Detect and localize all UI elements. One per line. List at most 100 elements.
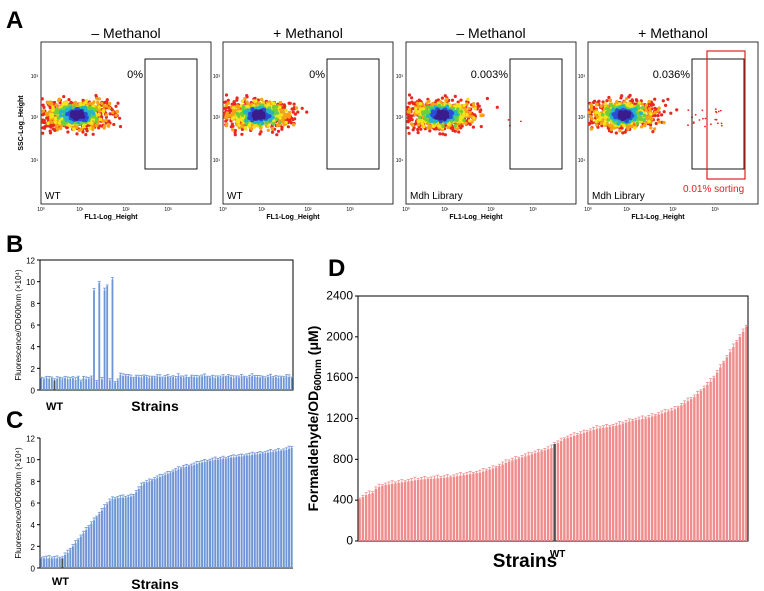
flow-cell-dot: [118, 125, 123, 129]
y-tick-label: 10²: [396, 115, 404, 121]
flow-cell-dot: [226, 101, 230, 105]
flow-cell-dot: [245, 94, 249, 98]
flow-cell-dot: [431, 124, 436, 129]
flow-cell-dot: [273, 108, 278, 113]
flow-cell-dot: [437, 124, 441, 128]
flow-cell-dot: [418, 101, 422, 106]
flow-cell-dot: [103, 100, 107, 105]
flow-cell-dot: [445, 97, 449, 102]
flow-cell-dot: [98, 124, 102, 128]
flow-cell-dot: [104, 115, 108, 119]
flow-cell-dot: [407, 107, 412, 112]
flow-cell-dot: [115, 109, 120, 114]
flow-cell-dot: [224, 115, 228, 119]
flow-cell-dot: [63, 105, 67, 110]
flow-cell-dot: [457, 130, 461, 134]
flow-cell-dot: [230, 117, 234, 121]
flow-cell-dot: [59, 113, 63, 118]
flow-cell-dot: [55, 127, 60, 131]
flow-cell-dot: [41, 109, 45, 113]
flow-cell-dot: [462, 103, 466, 108]
flow-cell-dot: [77, 115, 82, 119]
flow-cell-dot: [232, 106, 236, 110]
flow-cell-dot: [276, 129, 281, 133]
flow-cell-dot: [237, 118, 241, 122]
flow-cell-dot: [279, 113, 284, 117]
flow-cell-dot: [41, 103, 45, 107]
flow-cell-dot: [107, 106, 112, 110]
flow-cell-dot: [97, 97, 102, 101]
flow-cell-dot: [471, 125, 475, 129]
flow-cell-dot: [252, 125, 257, 129]
flow-cell-dot: [416, 127, 420, 132]
flow-cell-dot: [271, 122, 276, 126]
flow-cell-dot: [459, 109, 464, 114]
flow-cell-dot: [75, 106, 80, 111]
flow-cell-dot: [450, 98, 455, 102]
flow-cell-dot: [49, 112, 53, 117]
flow-cell-dot: [294, 106, 299, 110]
flow-cell-dot: [427, 124, 431, 129]
flow-cell-dot: [284, 120, 288, 125]
flow-cell-dot: [409, 122, 414, 126]
flow-cell-dot: [427, 99, 431, 104]
flow-cell-dot: [270, 126, 275, 131]
flow-cell-dot: [464, 121, 468, 126]
flow-cell-dot: [91, 132, 95, 136]
y-tick-label: 10³: [396, 74, 404, 80]
flow-cell-dot: [227, 106, 231, 110]
flow-cell-dot: [46, 121, 50, 126]
flow-cell-dot: [111, 110, 115, 115]
flow-cell-dot: [440, 114, 445, 119]
flow-cell-dot: [485, 96, 489, 101]
flow-cell-dot: [66, 130, 70, 134]
flow-cell-dot: [410, 118, 414, 122]
flow-cell-dot: [425, 105, 430, 109]
panel-letter-c: C: [6, 407, 23, 434]
x-tick-label: 10⁰: [37, 207, 45, 213]
flow-cell-dot: [451, 128, 455, 133]
flow-cell-dot: [242, 110, 247, 114]
flow-cell-dot: [110, 108, 114, 112]
flow-cell-dot: [88, 126, 92, 130]
flow-cell-dot: [240, 124, 244, 129]
flow-cell-dot: [479, 113, 483, 118]
flow-cell-dot: [59, 123, 63, 128]
flow-cell-dot: [70, 113, 75, 118]
flow-cell-dot: [62, 95, 66, 99]
flow-cell-dot: [296, 110, 300, 114]
flow-cell-dot: [252, 99, 256, 103]
flow-cell-dot: [270, 130, 275, 134]
flow-cell-dot: [291, 110, 295, 114]
flow-cell-dot: [65, 116, 70, 120]
flow-cell-dot: [300, 106, 304, 110]
flow-cell-dot: [235, 98, 239, 102]
flow-cell-dot: [225, 122, 229, 126]
gate-percent: 0.003%: [471, 69, 509, 81]
flow-cell-dot: [76, 120, 81, 125]
flow-cell-dot: [65, 107, 70, 112]
flow-cell-dot: [467, 119, 472, 123]
flow-cell-dot: [118, 116, 122, 120]
flow-cell-dot: [414, 107, 418, 111]
flow-cell-dot: [445, 111, 449, 116]
flow-cell-dot: [459, 126, 463, 130]
flow-cell-dot: [58, 101, 62, 105]
flow-cell-dot: [240, 132, 244, 136]
flow-cell-dot: [103, 124, 107, 128]
flow-cell-dot: [98, 117, 103, 122]
flow-cell-dot: [81, 98, 85, 102]
flow-cell-dot: [243, 126, 248, 130]
flow-cell-dot: [293, 112, 297, 116]
flow-cell-dot: [467, 106, 471, 111]
flow-cell-dot: [271, 101, 275, 105]
flow-cell-dot: [293, 117, 297, 121]
flow-cell-dot: [230, 112, 234, 117]
flow-cell-dot: [78, 102, 83, 106]
flow-cell-dot: [278, 100, 283, 105]
flow-plot-title: + Methanol: [273, 25, 343, 41]
panel-letter-b: B: [6, 231, 23, 258]
flow-cell-dot: [408, 110, 412, 114]
